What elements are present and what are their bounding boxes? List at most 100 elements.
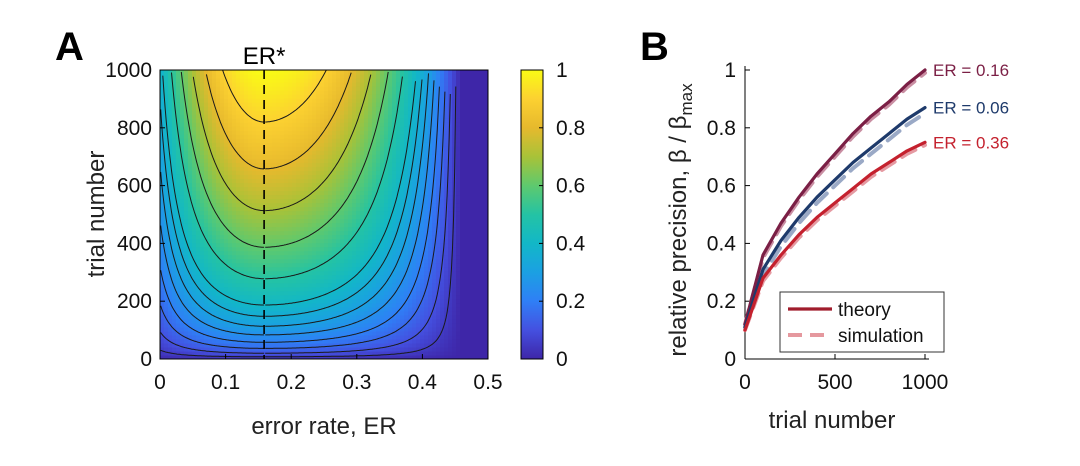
heatmap-cell <box>432 154 437 159</box>
heatmap-cell <box>360 318 365 324</box>
heatmap-cell <box>324 250 329 256</box>
heatmap-cell <box>380 182 385 187</box>
heatmap-cell <box>216 298 221 304</box>
heatmap-cell <box>328 78 333 83</box>
heatmap-cell <box>264 190 269 196</box>
heatmap-cell <box>412 230 417 236</box>
heatmap-cell <box>188 330 193 336</box>
heatmap-cell <box>276 314 281 320</box>
heatmap-cell <box>228 138 233 143</box>
heatmap-cell <box>196 226 201 232</box>
heatmap-cell <box>168 294 173 300</box>
heatmap-cell <box>220 70 225 75</box>
heatmap-cell <box>340 350 345 356</box>
heatmap-cell <box>392 270 397 276</box>
heatmap-cell <box>168 318 173 324</box>
heatmap-cell <box>280 198 285 204</box>
heatmap-cell <box>360 238 365 244</box>
heatmap-cell <box>176 298 181 304</box>
heatmap-cell <box>216 74 221 79</box>
heatmap-cell <box>412 330 417 336</box>
heatmap-cell <box>284 294 289 300</box>
heatmap-cell <box>304 326 309 332</box>
heatmap-cell <box>328 334 333 340</box>
heatmap-cell <box>312 158 317 163</box>
heatmap-cell <box>224 114 229 119</box>
heatmap-cell <box>268 318 273 324</box>
heatmap-cell <box>252 286 257 292</box>
heatmap-cell <box>256 110 261 115</box>
heatmap-cell <box>276 338 281 344</box>
heatmap-cell <box>404 182 409 187</box>
heatmap-cell <box>296 250 301 256</box>
heatmap-cell <box>280 306 285 312</box>
heatmap-cell <box>220 306 225 312</box>
heatmap-cell <box>212 222 217 228</box>
heatmap-cell <box>224 74 229 79</box>
heatmap-cell <box>408 102 413 107</box>
heatmap-cell <box>432 186 437 192</box>
heatmap-cell <box>436 322 441 328</box>
heatmap-cell <box>412 178 417 183</box>
heatmap-cell <box>240 346 245 352</box>
heatmap-cell <box>404 70 409 75</box>
heatmap-cell <box>396 242 401 248</box>
heatmap-cell <box>400 182 405 187</box>
heatmap-cell <box>336 186 341 192</box>
heatmap-cell <box>332 270 337 276</box>
heatmap-cell <box>276 294 281 300</box>
heatmap-cell <box>416 102 421 107</box>
heatmap-cell <box>352 130 357 135</box>
heatmap-cell <box>248 282 253 288</box>
heatmap-cell <box>224 130 229 135</box>
heatmap-cell <box>400 270 405 276</box>
heatmap-cell <box>368 242 373 248</box>
heatmap-cell <box>328 74 333 79</box>
heatmap-cell <box>428 166 433 171</box>
heatmap-cell <box>212 326 217 332</box>
heatmap-cell <box>272 154 277 159</box>
heatmap-cell <box>232 282 237 288</box>
heatmap-cell <box>260 230 265 236</box>
heatmap-cell <box>352 78 357 83</box>
heatmap-cell <box>404 310 409 316</box>
heatmap-cell <box>172 258 177 264</box>
heatmap-cell <box>220 98 225 103</box>
heatmap-cell <box>272 74 277 79</box>
heatmap-cell <box>292 294 297 300</box>
heatmap-cell <box>344 238 349 244</box>
heatmap-cell <box>160 90 165 95</box>
heatmap-cell <box>364 234 369 240</box>
heatmap-cell <box>180 174 185 179</box>
heatmap-cell <box>416 110 421 115</box>
heatmap-cell <box>368 354 373 359</box>
heatmap-cell <box>264 330 269 336</box>
heatmap-cell <box>272 114 277 119</box>
heatmap-cell <box>380 246 385 252</box>
heatmap-cell <box>228 246 233 252</box>
heatmap-cell <box>428 146 433 151</box>
heatmap-cell <box>332 70 337 75</box>
heatmap-cell <box>180 110 185 115</box>
heatmap-cell <box>408 354 413 359</box>
heatmap-cell <box>312 330 317 336</box>
heatmap-cell <box>264 298 269 304</box>
heatmap-cell <box>232 70 237 75</box>
heatmap-cell <box>408 246 413 252</box>
heatmap-cell <box>280 190 285 196</box>
heatmap-cell <box>376 254 381 260</box>
heatmap-cell <box>360 226 365 232</box>
heatmap-cell <box>340 90 345 95</box>
heatmap-cell <box>384 110 389 115</box>
heatmap-cell <box>196 210 201 216</box>
heatmap-cell <box>340 302 345 308</box>
heatmap-cell <box>324 346 329 352</box>
heatmap-cell <box>244 238 249 244</box>
heatmap-cell <box>280 182 285 187</box>
heatmap-cell <box>244 154 249 159</box>
heatmap-cell <box>176 82 181 87</box>
heatmap-cell <box>388 222 393 228</box>
heatmap-cell <box>408 150 413 155</box>
heatmap-cell <box>232 74 237 79</box>
heatmap-cell <box>388 206 393 212</box>
